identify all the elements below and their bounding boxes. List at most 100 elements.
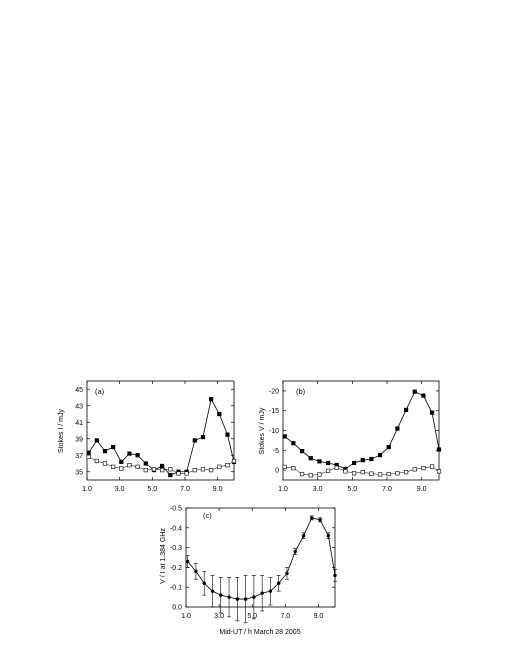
x-tick-label: 7.0 [180,486,190,493]
panel-a-label: (a) [95,387,105,396]
data-point-filled [119,459,124,464]
x-tick-label: 5.0 [147,486,157,493]
data-point-filled [317,459,322,464]
y-tick-label: -5 [273,448,279,455]
data-point-open [386,471,391,477]
data-point [326,534,331,538]
data-point-filled [386,445,391,450]
panel-b: (b) Stokes V / mJy 1.0 3.0 5.0 7.0 9.0 -20 -15… [259,380,442,493]
data-point-filled [291,441,296,446]
data-point [252,595,256,599]
data-point-open [377,472,383,477]
data-point-open [412,467,417,472]
data-point-filled [429,410,435,415]
data-point-open [135,464,140,469]
data-point-filled [143,461,148,466]
data-point-open [291,466,296,471]
data-point-open [127,463,132,468]
x-tick-label: 7.0 [382,486,392,493]
data-point-filled [395,426,400,431]
data-point-open [192,467,197,473]
data-point-open [436,469,442,474]
x-tick-label: 9.0 [417,486,427,493]
data-point-open [200,467,206,472]
data-point-filled [351,460,357,466]
x-axis-caption: Mid-UT / h March 28 2005 [219,629,300,636]
data-point-open [360,469,365,475]
data-point-open [102,461,108,466]
panel-c-ylabel: V / I at 1.384 GHz [160,528,167,584]
data-point [293,549,297,554]
data-point-filled [377,452,383,458]
panel-b-label: (b) [296,387,306,396]
data-point-filled [299,448,305,454]
y-tick-label: 43 [75,403,83,410]
data-point [202,581,206,585]
x-tick-label: 1.0 [278,486,288,493]
data-point-open [184,471,189,476]
data-point-filled [412,389,417,394]
data-point-filled [209,397,214,402]
data-point [310,516,314,520]
data-point [185,559,190,564]
data-point-filled [421,393,426,398]
y-tick-label: -0.1 [170,585,182,592]
data-point-filled [369,456,374,462]
data-point-filled [111,444,116,450]
data-point-open [160,467,165,473]
data-point-open [86,454,91,460]
panel-c-series [185,515,337,624]
panel-c-label: (c) [203,511,212,520]
series-1-line [88,398,235,476]
y-tick-label: -15 [269,408,279,415]
data-point-open [143,467,148,473]
data-point [210,589,215,593]
x-tick-label: 3.0 [115,486,125,493]
data-point [194,569,198,574]
data-point-open [282,464,287,470]
data-point-filled [200,434,206,440]
x-tick-label: 3.0 [214,613,224,620]
data-point-open [325,468,331,473]
y-tick-label: 0 [275,468,279,475]
data-point [227,595,231,599]
panel-c-frame [185,507,336,608]
data-point-open [317,472,322,477]
y-tick-label: -0.4 [170,525,182,532]
panel-a-series [86,397,237,478]
data-point-filled [217,411,222,417]
data-point-open [299,471,305,477]
panel-a: (a) Stokes I / mJy 1.0 3.0 5.0 7.0 9.0 35 37 39… [58,380,237,493]
data-point-open [334,465,339,470]
data-point-open [176,471,181,476]
data-point-filled [127,451,132,456]
data-point-filled [308,456,313,461]
panel-b-frame [282,380,440,481]
data-point-filled [325,460,331,466]
data-point-filled [192,438,197,443]
y-tick-label: -0.5 [170,506,182,513]
data-point [301,534,306,538]
data-point-open [403,469,409,475]
data-point-open [168,467,173,472]
panel-b-series [282,389,442,478]
data-point-filled [86,450,91,455]
data-point-open [308,473,313,478]
data-point-filled [102,449,108,454]
series-1-line [284,391,440,470]
data-point-open [151,467,157,472]
data-point [268,589,273,593]
panel-b-ylabel: Stokes V / mJy [259,407,266,454]
data-point [277,581,281,585]
data-point-open [395,471,400,476]
panel-a-axes: 1.0 3.0 5.0 7.0 9.0 35 37 39 41 43 45 [75,381,234,493]
data-point [219,593,223,597]
data-point-filled [225,432,230,437]
y-tick-label: 37 [75,453,83,460]
data-point-open [119,466,124,471]
data-point [243,597,248,601]
data-point [318,518,322,522]
data-point-open [231,458,237,464]
panel-c-axes: 1.0 3.0 5.0 7.0 9.0 -0.5 -0.4 -0.3 -0.2 -0.1 0.0 [170,506,335,620]
